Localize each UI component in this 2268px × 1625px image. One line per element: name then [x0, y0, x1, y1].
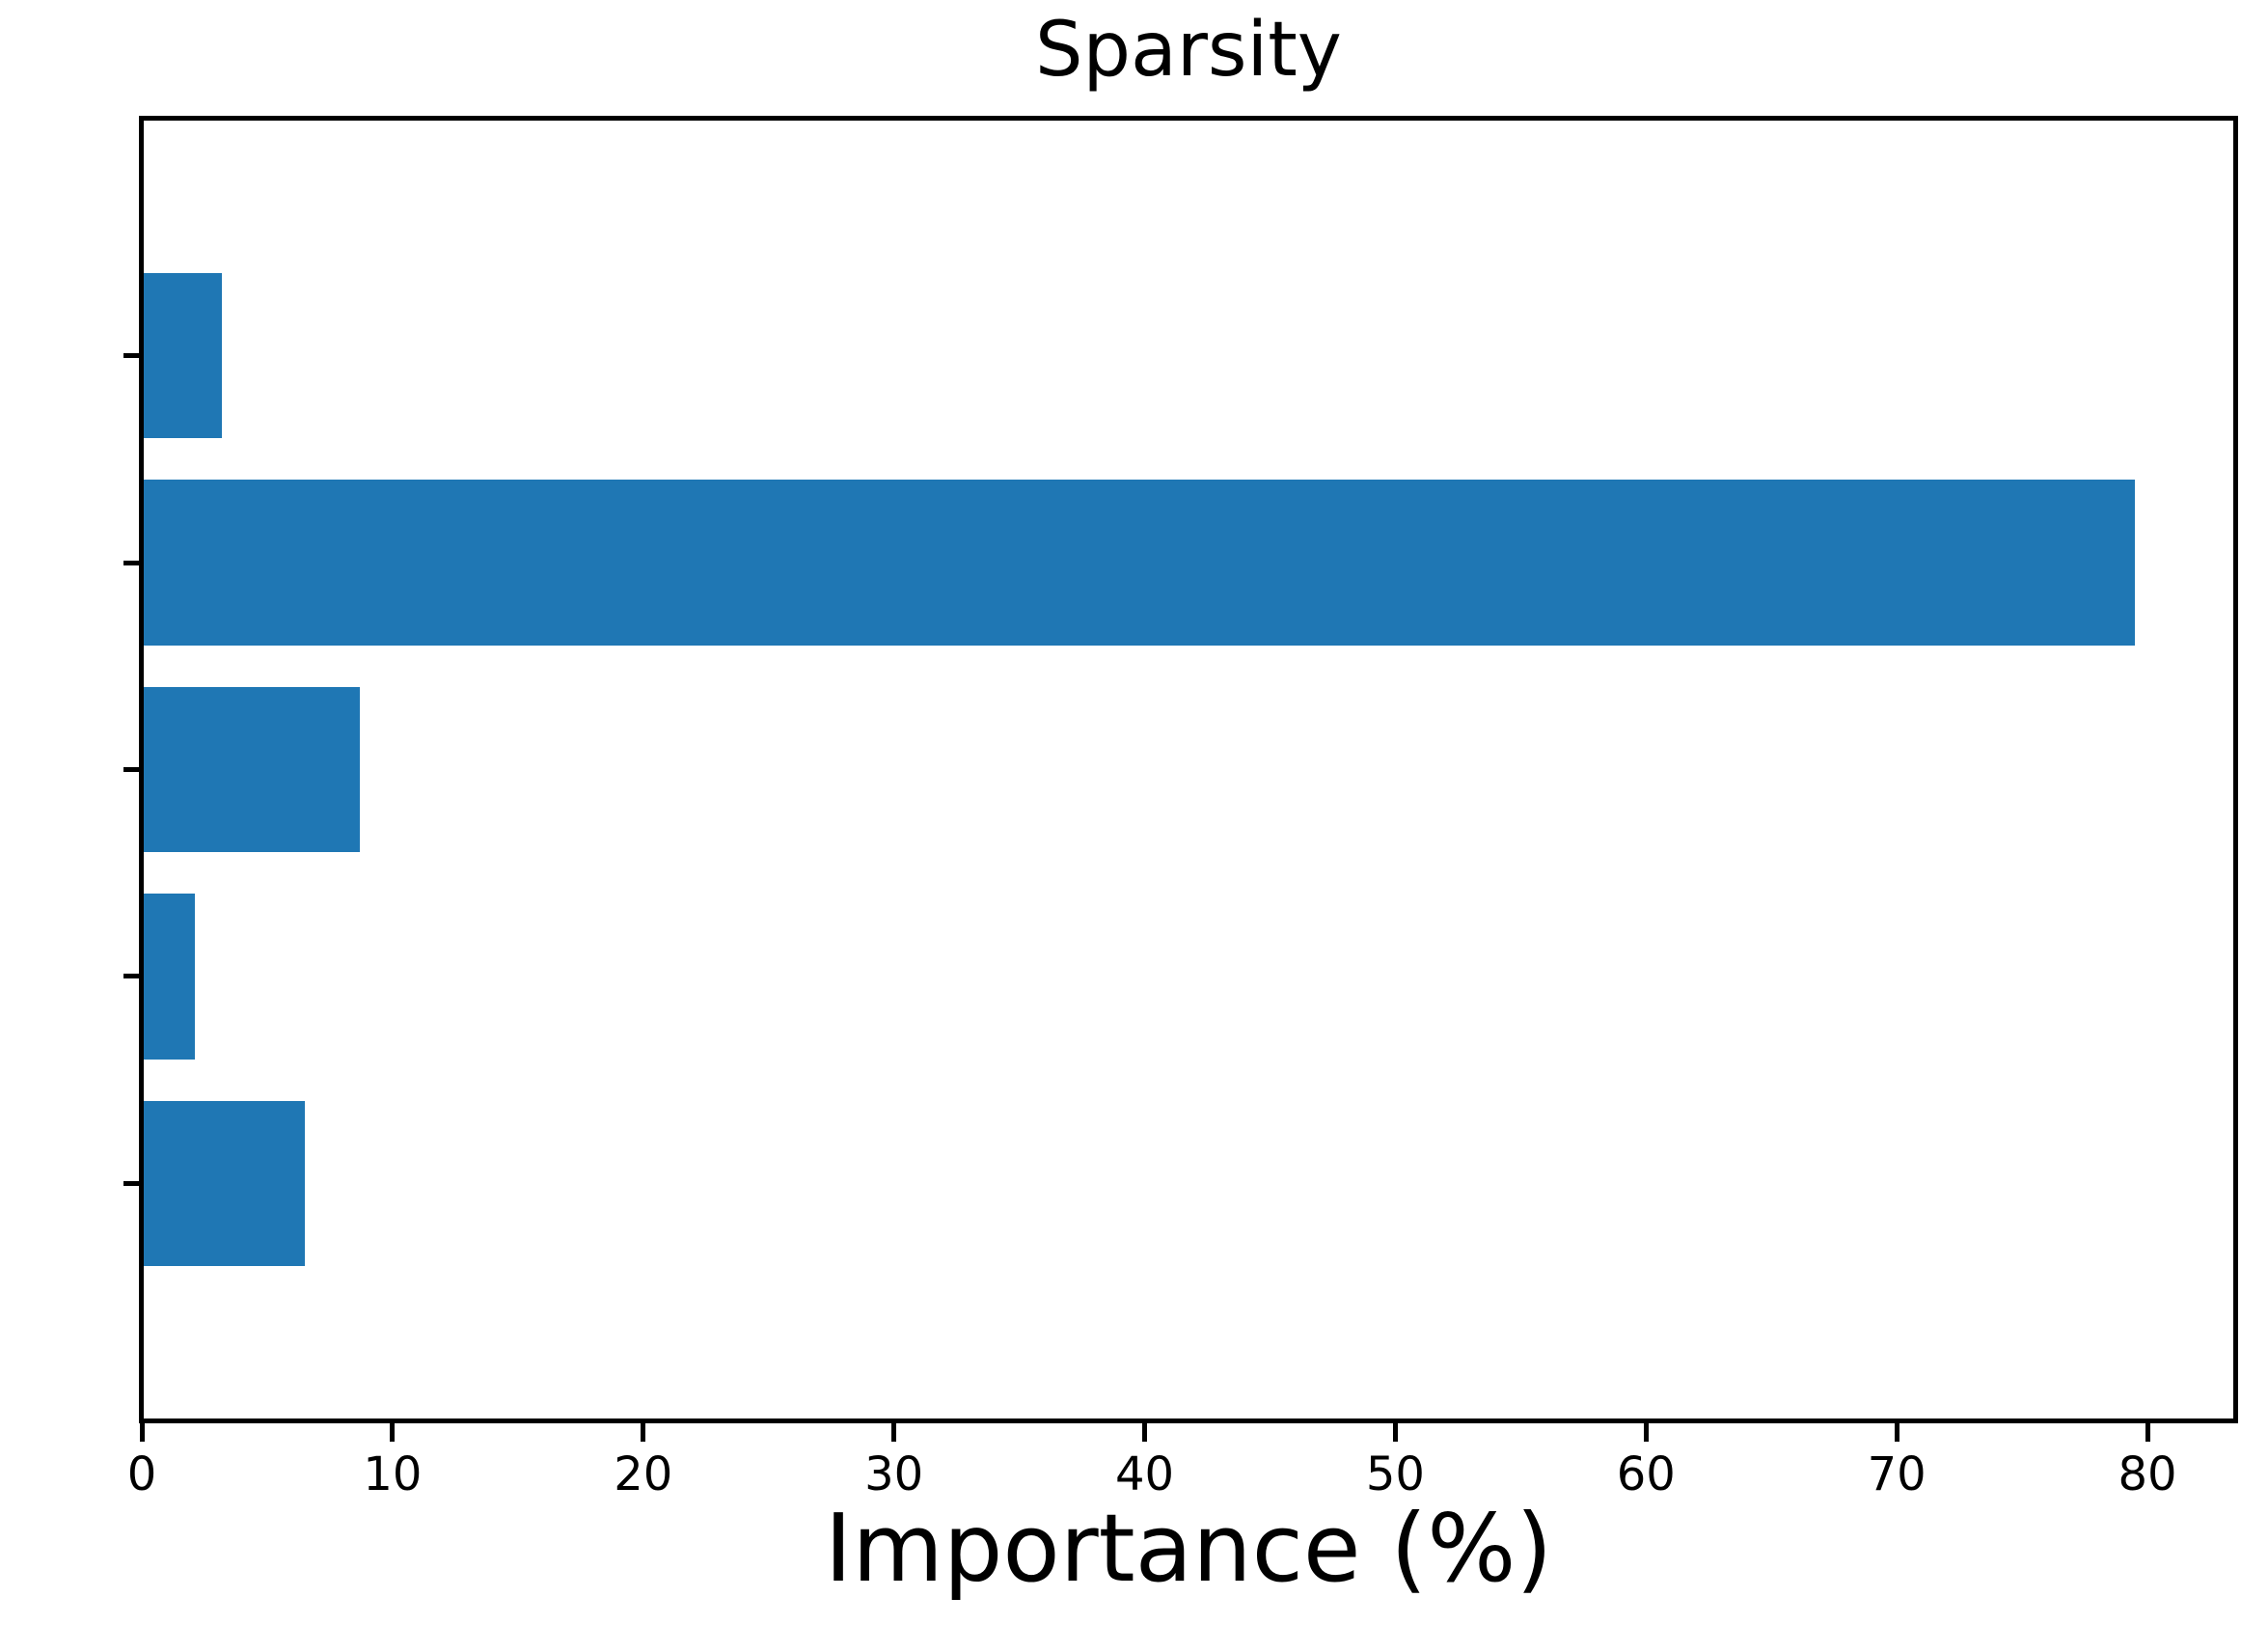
y-axis-ticks — [123, 119, 142, 1420]
bar-1 — [142, 480, 2136, 646]
x-tick-60 — [1643, 1423, 1649, 1442]
x-axis-label: Importance (%) — [824, 1494, 1553, 1603]
x-tick-0 — [139, 1423, 145, 1442]
chart-title: Sparsity — [1035, 7, 1342, 94]
y-tick-4 — [123, 1180, 142, 1186]
x-axis: 0 10 20 30 40 50 60 70 80 — [127, 1420, 2235, 1536]
x-tick-label-80: 80 — [2118, 1447, 2177, 1501]
x-tick-label-70: 70 — [1867, 1447, 1926, 1501]
x-tick-label-40: 40 — [1114, 1447, 1175, 1501]
bar-0 — [142, 272, 223, 439]
x-tick-label-60: 60 — [1616, 1447, 1676, 1501]
x-tick-label-0: 0 — [126, 1447, 157, 1501]
y-tick-0 — [123, 353, 142, 359]
x-tick-label-10: 10 — [363, 1447, 423, 1501]
bars-layer — [142, 119, 2235, 1420]
y-tick-1 — [123, 560, 142, 565]
x-tick-label-30: 30 — [864, 1447, 924, 1501]
y-tick-3 — [123, 974, 142, 979]
x-tick-20 — [641, 1423, 646, 1442]
x-tick-30 — [891, 1423, 897, 1442]
bar-4 — [142, 1100, 305, 1267]
bar-3 — [142, 894, 195, 1060]
y-tick-2 — [123, 767, 142, 772]
x-tick-label-50: 50 — [1365, 1447, 1425, 1501]
x-tick-50 — [1392, 1423, 1398, 1442]
x-tick-label-20: 20 — [614, 1447, 673, 1501]
bar-2 — [142, 686, 361, 853]
x-tick-70 — [1894, 1423, 1899, 1442]
x-tick-40 — [1142, 1423, 1148, 1442]
x-tick-10 — [390, 1423, 396, 1442]
x-tick-80 — [2145, 1423, 2150, 1442]
